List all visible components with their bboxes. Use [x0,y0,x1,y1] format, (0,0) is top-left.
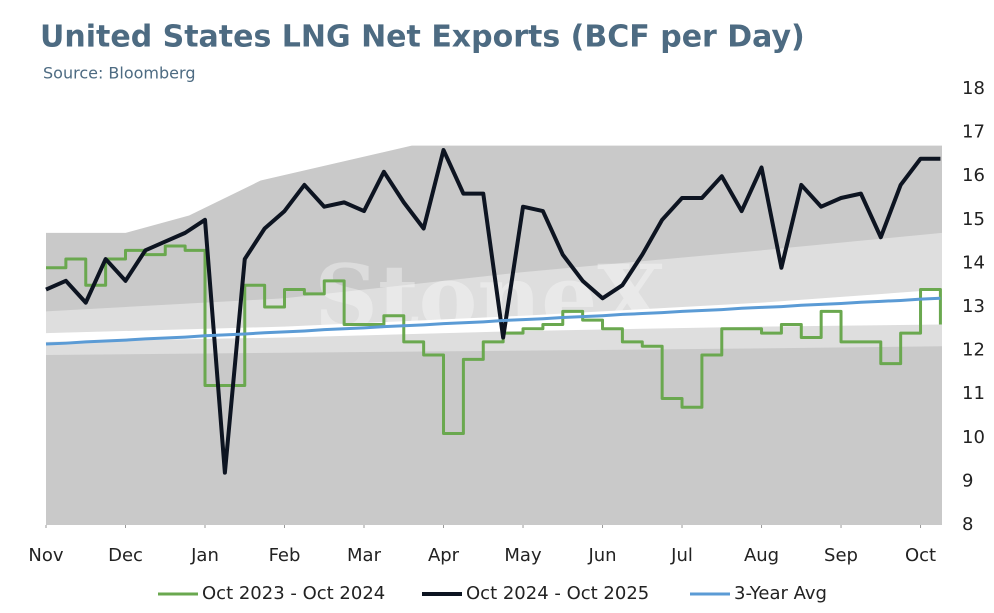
x-tick-label: Apr [428,545,460,566]
x-tick-label: May [504,545,542,566]
chart-title: United States LNG Net Exports (BCF per D… [40,20,805,55]
y-tick-label: 18 [962,78,985,99]
x-tick-label: Jul [670,545,693,566]
chart-subtitle: Source: Bloomberg [43,64,195,83]
bands [46,145,942,525]
legend-label: Oct 2024 - Oct 2025 [466,583,649,604]
y-tick-label: 8 [962,514,973,535]
legend-label: 3-Year Avg [734,583,827,604]
y-tick-label: 16 [962,165,985,186]
lines [45,148,942,475]
range-band [46,289,942,342]
x-tick-label: Nov [28,545,63,566]
x-tick-label: Mar [347,545,382,566]
y-tick-label: 12 [962,340,985,361]
x-tick-label: Feb [269,545,301,566]
watermark: StoneX [314,245,666,349]
x-tick-label: Jun [587,545,616,566]
y-tick-label: 17 [962,122,985,143]
y-tick-label: 15 [962,209,985,230]
x-tick-label: Aug [744,545,779,566]
x-tick-label: Sep [824,545,858,566]
series-line [46,244,942,435]
y-tick-label: 10 [962,427,985,448]
y-tick-label: 13 [962,296,985,317]
x-tick-label: Jan [190,545,219,566]
legend-label: Oct 2023 - Oct 2024 [202,583,385,604]
x-tick-label: Oct [905,545,936,566]
y-tick-label: 11 [962,383,985,404]
y-tick-label: 9 [962,470,973,491]
x-tick-label: Dec [108,545,143,566]
series-line [45,296,941,346]
series-line [45,148,941,475]
y-tick-label: 14 [962,252,985,273]
